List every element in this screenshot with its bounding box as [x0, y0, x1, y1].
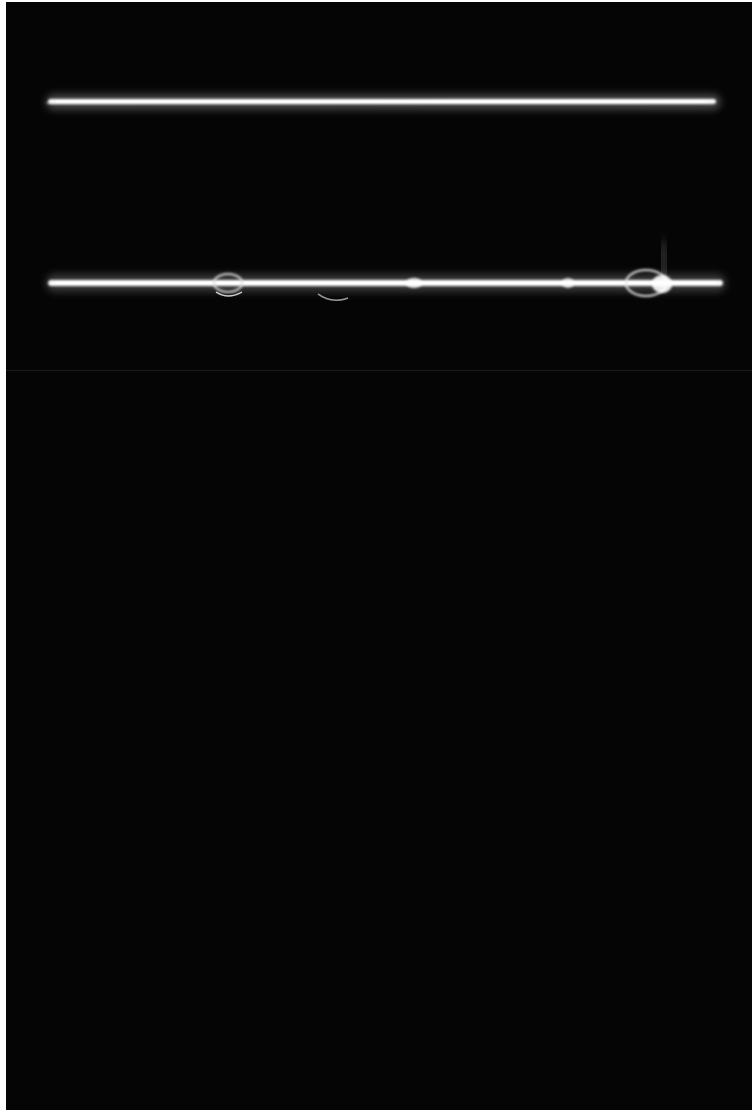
streak-image — [46, 94, 726, 301]
figure-frame — [6, 2, 752, 1110]
streak-panel-1 — [46, 94, 721, 110]
streak-panel-2 — [46, 241, 726, 301]
